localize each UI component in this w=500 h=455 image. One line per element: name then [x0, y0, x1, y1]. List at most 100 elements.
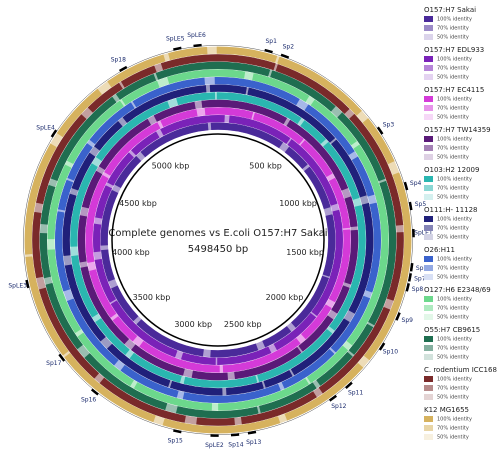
legend-title: K12 MG1655 [424, 406, 469, 414]
scale-label: 500 kbp [249, 161, 282, 170]
ring [32, 54, 404, 426]
legend-swatch [424, 416, 433, 422]
region-label: Sp4 [410, 180, 422, 187]
legend-level: 70% identity [437, 426, 469, 432]
region-arc [173, 46, 182, 51]
legend-level: 70% identity [437, 226, 469, 232]
legend-swatch [424, 105, 433, 111]
scale-label: 2500 kbp [224, 320, 262, 329]
legend-level: 50% identity [437, 315, 469, 321]
legend-swatch [424, 354, 433, 360]
region-arc [173, 429, 182, 434]
center-length: 5498450 bp [188, 244, 248, 255]
ring [55, 77, 381, 403]
legend-swatch [424, 345, 433, 351]
legend-level: 50% identity [437, 235, 469, 241]
legend-title: O157:H7 EDL933 [424, 46, 484, 54]
region-arc [247, 430, 257, 435]
legend-swatch [424, 225, 433, 231]
scale-label: 4500 kbp [119, 199, 157, 208]
region-label: Sp16 [81, 396, 96, 403]
backbone [111, 133, 325, 347]
legend-level: 100% identity [437, 257, 472, 263]
scale-label: 3500 kbp [133, 293, 171, 302]
legend-title: O157:H7 Sakai [424, 6, 476, 14]
region-label: Sp5 [415, 201, 427, 208]
legend-level: 100% identity [437, 297, 472, 303]
legend-swatch [424, 385, 433, 391]
legend-level: 100% identity [437, 217, 472, 223]
legend-swatch [424, 394, 433, 400]
legend-title: O26:H11 [424, 246, 455, 254]
legend-level: 100% identity [437, 17, 472, 23]
legend-swatch [424, 154, 433, 160]
legend-swatch [424, 234, 433, 240]
scale-label: 1500 kbp [286, 248, 324, 257]
legend-title: O103:H2 12009 [424, 166, 479, 174]
region-label: SpLE6 [187, 32, 206, 39]
region-arc [230, 433, 240, 437]
region-arc [264, 48, 273, 54]
legend-title: C. rodentium ICC168 [424, 366, 497, 374]
legend-level: 100% identity [437, 57, 472, 63]
legend-level: 70% identity [437, 386, 469, 392]
region-label: SpLE4 [36, 125, 55, 132]
legend-level: 70% identity [437, 146, 469, 152]
legend-swatch [424, 96, 433, 102]
region-arc [378, 342, 386, 351]
legend-title: O157:H7 EC4115 [424, 86, 484, 94]
region-label: Sp12 [331, 403, 346, 410]
legend-title: O111:H- 11128 [424, 206, 478, 214]
region-arc [409, 263, 414, 272]
legend-swatch [424, 136, 433, 142]
legend-swatch [424, 25, 433, 31]
legend-swatch [424, 434, 433, 440]
ring [62, 84, 374, 396]
legend-swatch [424, 176, 433, 182]
legend-level: 70% identity [437, 26, 469, 32]
legend-level: 70% identity [437, 186, 469, 192]
region-arc [328, 394, 338, 402]
region-label: Sp2 [283, 43, 295, 50]
legend-swatch [424, 425, 433, 431]
region-label: Sp7 [414, 276, 426, 283]
region-label: SpLE2 [205, 442, 224, 449]
legend-swatch [424, 314, 433, 320]
region-label: Sp17 [46, 360, 61, 367]
scale-label: 1000 kbp [279, 199, 317, 208]
region-label: SpLE1 [414, 229, 433, 236]
region-label: Sp13 [246, 439, 261, 446]
legend-level: 50% identity [437, 35, 469, 41]
region-arc [344, 381, 353, 390]
ring [70, 92, 366, 388]
region-label: Sp9 [402, 317, 414, 324]
scale-label: 4000 kbp [112, 248, 150, 257]
ring [39, 61, 397, 419]
legend-swatch [424, 34, 433, 40]
region-label: Sp3 [383, 122, 395, 129]
legend-level: 100% identity [437, 417, 472, 423]
legend-swatch [424, 265, 433, 271]
ring [77, 99, 359, 381]
region-label: SpLE3 [8, 283, 27, 290]
legend-level: 70% identity [437, 66, 469, 72]
region-label: Sp18 [111, 57, 126, 64]
region-arc [90, 388, 99, 396]
legend-swatch [424, 145, 433, 151]
region-arc [376, 126, 384, 135]
legend-swatch [424, 305, 433, 311]
ring [92, 114, 344, 366]
legend-level: 70% identity [437, 346, 469, 352]
scale-label: 3000 kbp [174, 320, 212, 329]
legend-level: 100% identity [437, 137, 472, 143]
legend-swatch [424, 216, 433, 222]
legend-level: 70% identity [437, 306, 469, 312]
rings [23, 45, 413, 435]
legend-level: 100% identity [437, 337, 472, 343]
legend-swatch [424, 194, 433, 200]
region-arc [405, 283, 410, 292]
legend-level: 50% identity [437, 195, 469, 201]
legend-swatch [424, 16, 433, 22]
region-label: Sp11 [348, 389, 363, 396]
